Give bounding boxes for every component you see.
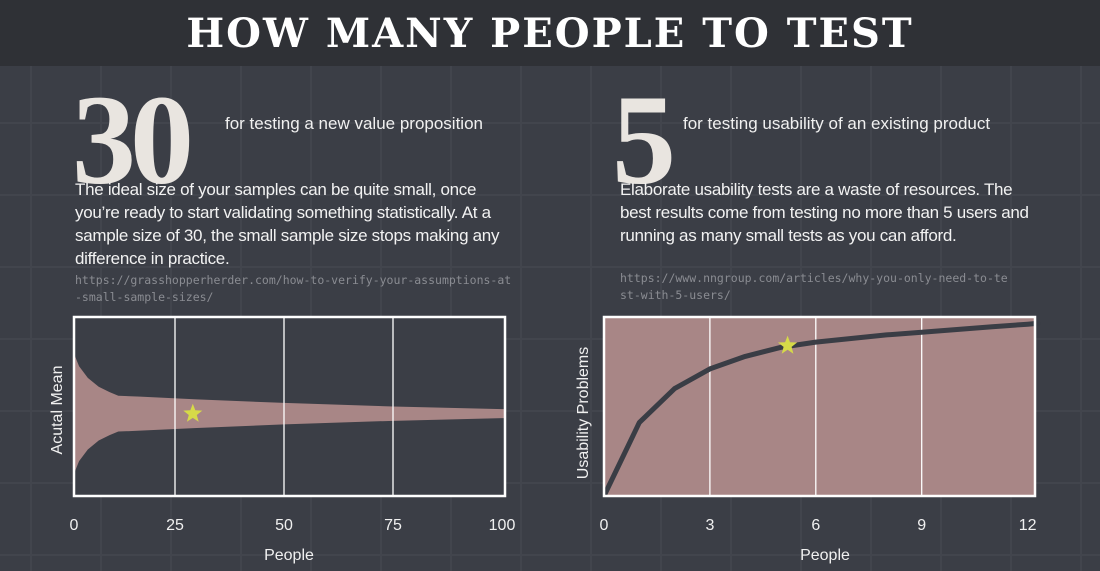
x-tick-label: 25	[166, 517, 184, 534]
left-source-link[interactable]: https://grasshopperherder.com/how-to-ver…	[75, 273, 512, 304]
sample-size-chart: 0 25 50 75 100	[70, 315, 516, 534]
right-x-axis-label: People	[800, 547, 850, 564]
star-marker	[778, 335, 798, 354]
left-y-axis-label: Acutal Mean	[49, 366, 66, 455]
x-tick-label: 6	[811, 517, 820, 534]
x-tick-label: 50	[275, 517, 293, 534]
right-caption: for testing usability of an existing pro…	[683, 114, 991, 133]
usability-problems-chart: 0 3 6 9 12	[600, 315, 1041, 534]
plot-area	[604, 317, 1035, 496]
x-tick-label: 0	[70, 517, 79, 534]
right-source-link[interactable]: https://www.nngroup.com/articles/why-you…	[620, 271, 1008, 302]
plot-frame	[72, 315, 507, 498]
left-body-text: The ideal size of your samples can be qu…	[75, 180, 500, 268]
x-tick-label: 100	[489, 517, 516, 534]
x-tick-label: 3	[705, 517, 714, 534]
confidence-band	[74, 317, 505, 496]
x-tick-label: 9	[917, 517, 926, 534]
right-y-axis-label: Usability Problems	[575, 347, 592, 479]
x-tick-label: 0	[600, 517, 609, 534]
right-body-text: Elaborate usability tests are a waste of…	[620, 180, 1029, 245]
problems-curve	[601, 320, 1041, 499]
x-tick-label: 75	[384, 517, 402, 534]
star-marker	[183, 403, 203, 422]
x-tick-label: 12	[1019, 517, 1037, 534]
plot-frame	[602, 315, 1037, 498]
header-bar: HOW MANY PEOPLE TO TEST	[0, 0, 1100, 66]
page-title: HOW MANY PEOPLE TO TEST	[186, 9, 914, 57]
right-big-number: 5	[612, 69, 676, 211]
left-caption: for testing a new value proposition	[225, 114, 483, 133]
left-big-number: 30	[72, 69, 194, 211]
left-x-axis-label: People	[264, 547, 314, 564]
